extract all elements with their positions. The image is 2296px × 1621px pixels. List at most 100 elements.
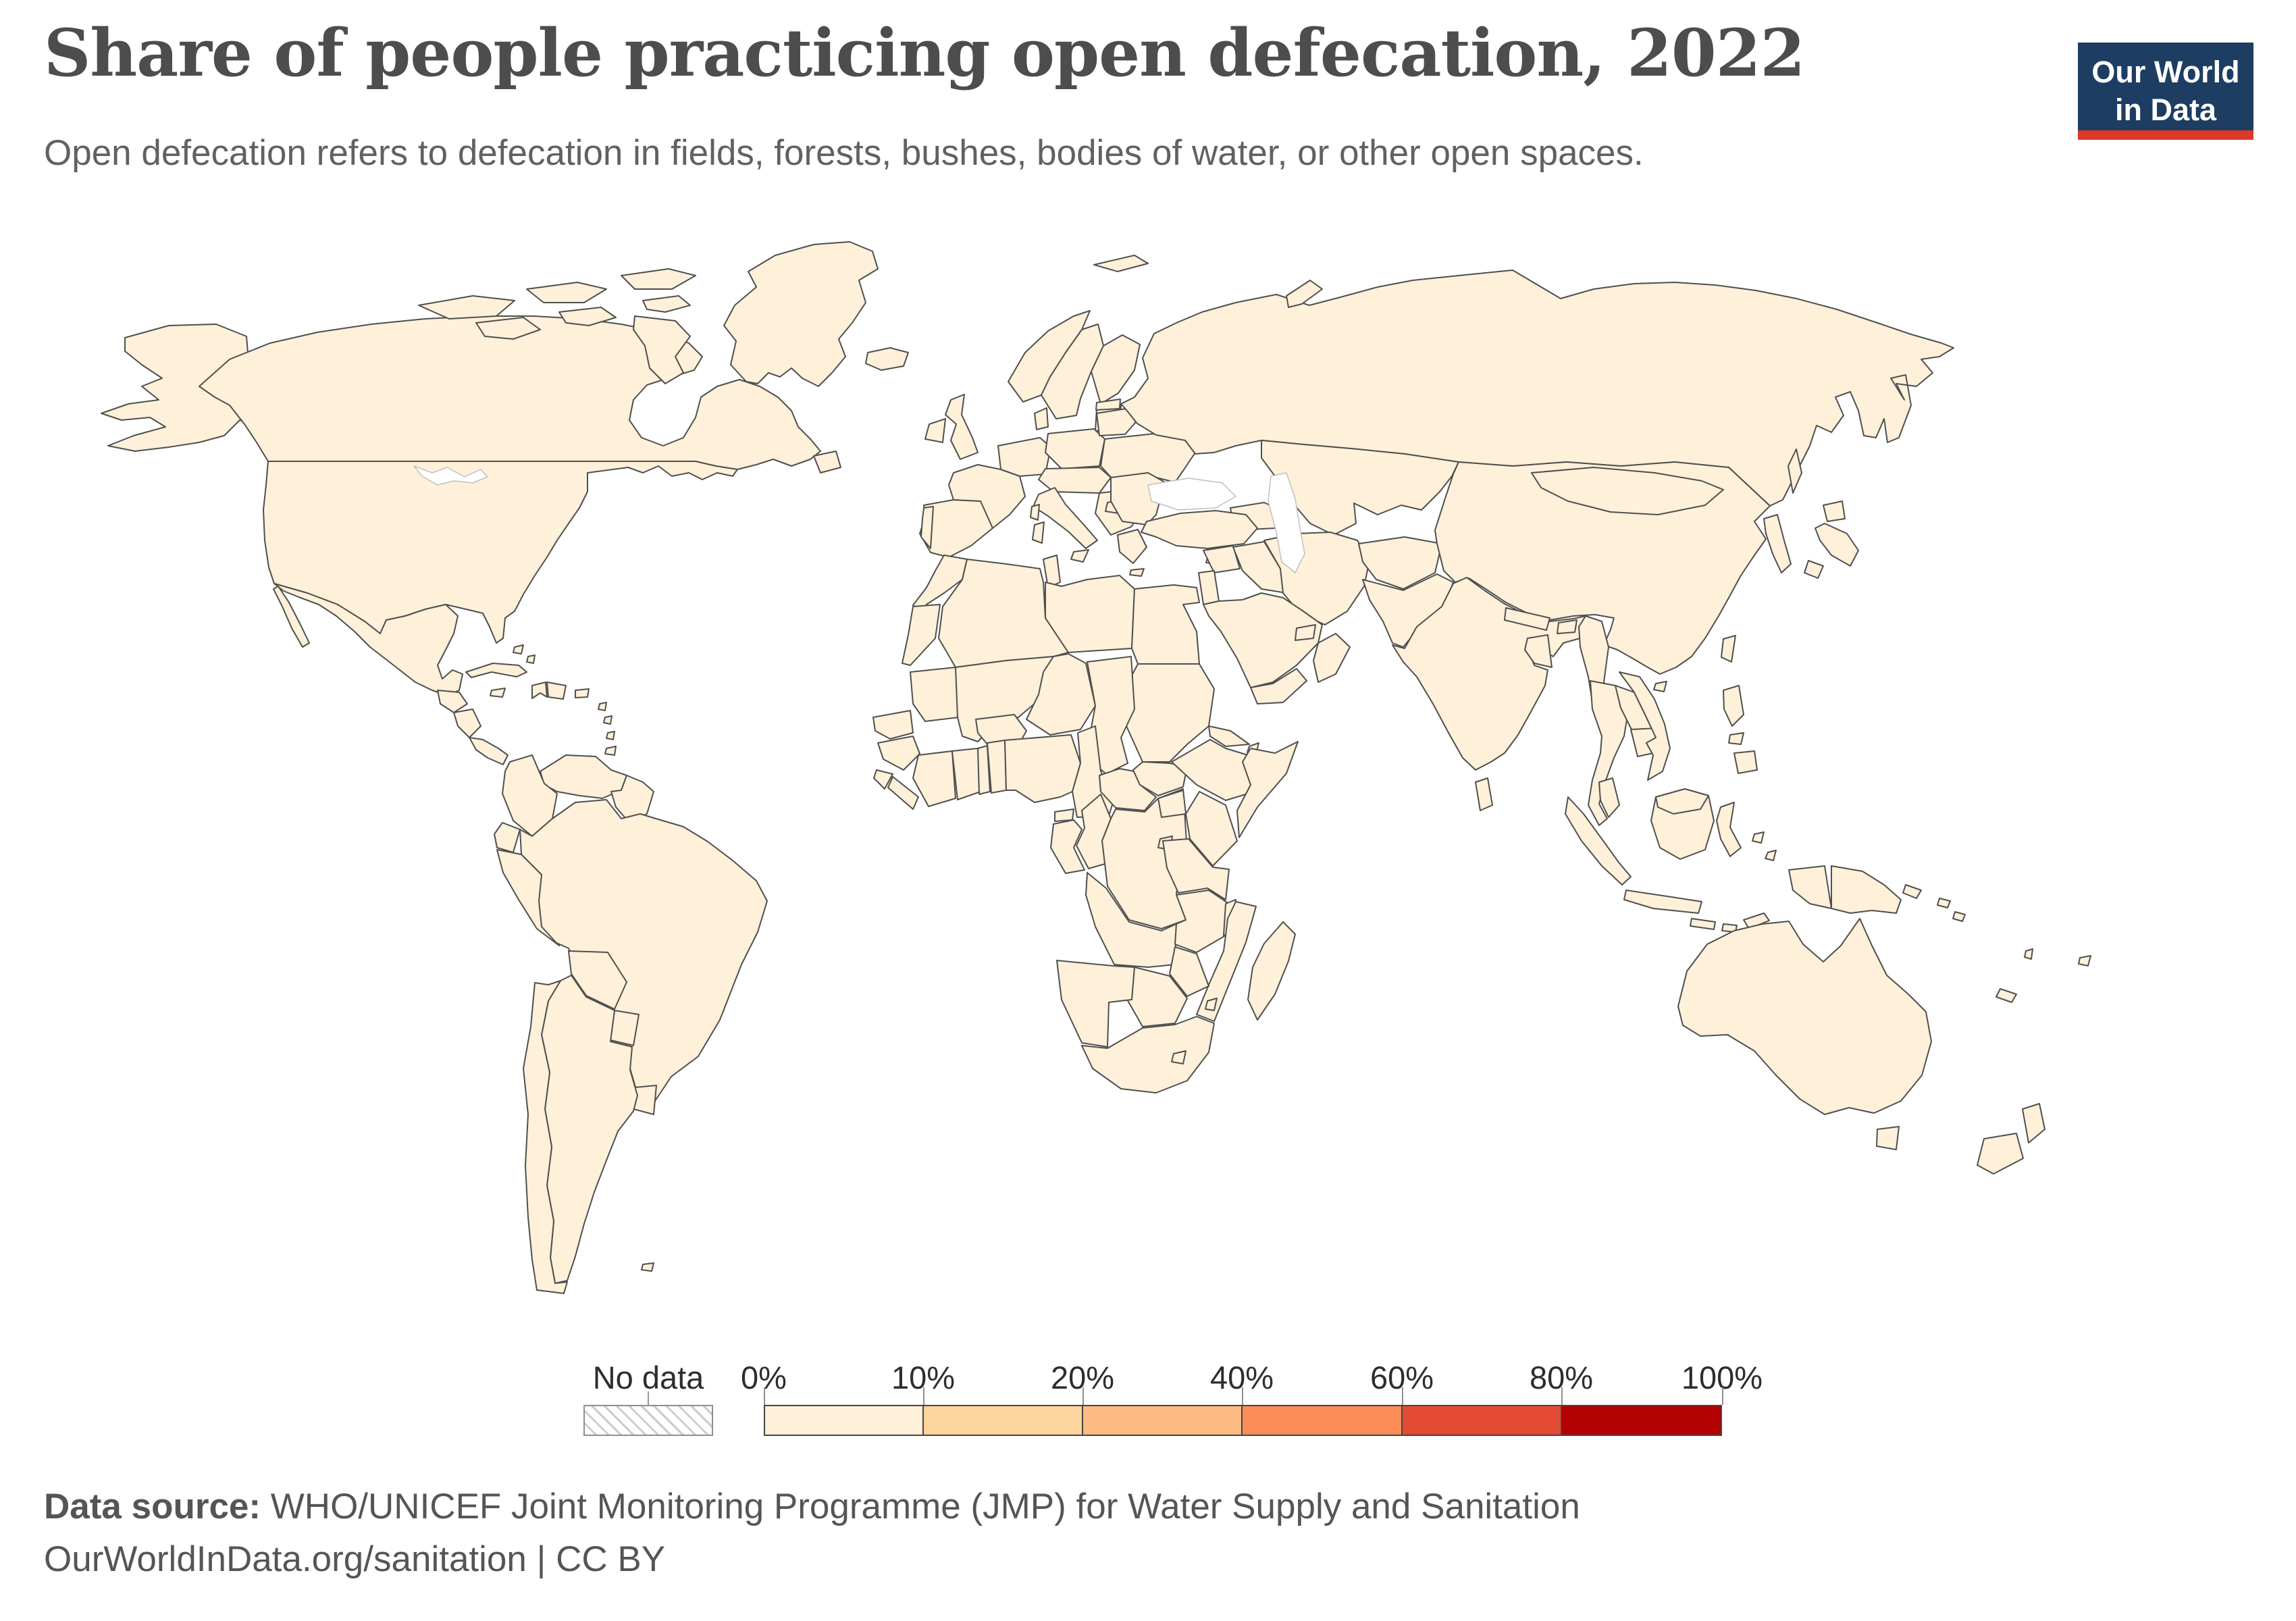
country-java[interactable] — [1623, 890, 1702, 914]
country-dominican-republic[interactable] — [546, 681, 567, 700]
country-solomon-islands[interactable] — [1937, 898, 1951, 908]
country-oman[interactable] — [1313, 633, 1351, 683]
country-japan-hokkaido[interactable] — [1823, 500, 1846, 522]
country-mexico-baja[interactable] — [273, 586, 310, 648]
country-hainan[interactable] — [1653, 681, 1667, 692]
country-greece[interactable] — [1117, 529, 1147, 564]
country-somalia[interactable] — [1236, 741, 1299, 838]
country-lesser-antilles[interactable] — [606, 731, 615, 740]
country-ecuador[interactable] — [494, 822, 521, 853]
country-japan-kyushu[interactable] — [1804, 560, 1824, 579]
country-bolivia[interactable] — [568, 950, 627, 1010]
country-united-states[interactable] — [263, 461, 738, 644]
country-united-kingdom[interactable] — [945, 394, 979, 460]
country-solomon-islands[interactable] — [1952, 911, 1966, 922]
country-new-zealand-south[interactable] — [1977, 1133, 2024, 1175]
country-ireland[interactable] — [924, 418, 946, 443]
country-yemen[interactable] — [1250, 668, 1307, 704]
country-germany[interactable] — [997, 437, 1051, 477]
country-trinidad[interactable] — [604, 746, 617, 756]
country-brazil[interactable] — [519, 799, 768, 1102]
country-moluccas[interactable] — [1765, 850, 1777, 861]
country-papua-new-guinea[interactable] — [1831, 865, 1902, 914]
country-sri-lanka[interactable] — [1475, 777, 1493, 811]
country-nepal[interactable] — [1504, 607, 1550, 631]
country-philippines-luzon[interactable] — [1723, 685, 1744, 727]
country-ghana[interactable] — [951, 748, 981, 800]
country-bahamas[interactable] — [526, 654, 536, 664]
country-niger[interactable] — [1026, 653, 1096, 736]
country-malaysia-borneo[interactable] — [1655, 788, 1709, 815]
country-crete[interactable] — [1129, 568, 1145, 577]
country-lesser-antilles[interactable] — [603, 715, 612, 725]
country-newfoundland[interactable] — [813, 451, 841, 473]
country-mexico[interactable] — [273, 583, 463, 696]
country-timor-leste[interactable] — [1743, 912, 1770, 929]
country-eritrea[interactable] — [1208, 725, 1250, 747]
country-nicaragua[interactable] — [453, 709, 481, 738]
country-moluccas[interactable] — [1752, 831, 1765, 844]
country-italy[interactable] — [1033, 487, 1098, 549]
country-zambia[interactable] — [1174, 890, 1230, 953]
legend-bin-0-10[interactable] — [764, 1405, 924, 1436]
country-falkland-islands[interactable] — [641, 1262, 654, 1272]
country-sulawesi[interactable] — [1716, 802, 1742, 857]
country-kenya[interactable] — [1185, 791, 1238, 867]
country-bhutan[interactable] — [1557, 619, 1577, 634]
country-fiji[interactable] — [2078, 955, 2091, 967]
country-bahamas[interactable] — [513, 644, 524, 654]
legend-bin-60-80[interactable] — [1401, 1405, 1562, 1436]
country-korea[interactable] — [1763, 514, 1792, 573]
country-malaysia-peninsula[interactable] — [1598, 777, 1620, 818]
country-portugal[interactable] — [920, 506, 934, 549]
country-australia[interactable] — [1677, 918, 1932, 1115]
country-chile[interactable] — [523, 980, 568, 1294]
country-lesotho[interactable] — [1171, 1050, 1186, 1064]
country-new-caledonia[interactable] — [1995, 988, 2017, 1003]
country-japan-honshu[interactable] — [1815, 523, 1859, 567]
country-cuba[interactable] — [465, 663, 527, 678]
country-arctic-island[interactable] — [558, 307, 617, 326]
country-equatorial-guinea[interactable] — [1054, 808, 1074, 822]
country-afghanistan[interactable] — [1358, 536, 1442, 590]
country-iceland[interactable] — [865, 347, 909, 371]
country-arctic-island[interactable] — [621, 268, 696, 290]
country-vanuatu[interactable] — [2024, 948, 2033, 960]
country-cote-divoire[interactable] — [912, 750, 956, 807]
country-france[interactable] — [948, 464, 1026, 529]
country-benin[interactable] — [987, 740, 1007, 794]
country-costarica-panama[interactable] — [469, 737, 508, 765]
legend-bin-40-60[interactable] — [1241, 1405, 1403, 1436]
country-togo[interactable] — [977, 745, 991, 795]
country-estonia[interactable] — [1095, 398, 1121, 411]
country-sierra-leone[interactable] — [873, 769, 893, 790]
country-guinea[interactable] — [877, 736, 920, 771]
country-western-sahara[interactable] — [902, 604, 941, 666]
country-paraguay[interactable] — [610, 1010, 640, 1046]
country-lesser-antilles[interactable] — [598, 702, 607, 711]
country-tunisia[interactable] — [1043, 555, 1061, 588]
legend-bin-80-100[interactable] — [1561, 1405, 1722, 1436]
country-liberia[interactable] — [887, 776, 919, 810]
country-eswatini[interactable] — [1205, 998, 1218, 1011]
country-central-african-republic[interactable] — [1099, 768, 1157, 811]
country-gabon[interactable] — [1050, 819, 1085, 874]
country-baffin-island[interactable] — [633, 315, 691, 384]
legend-bin-20-40[interactable] — [1082, 1405, 1243, 1436]
country-senegal[interactable] — [872, 710, 914, 740]
legend-bin-10-20[interactable] — [922, 1405, 1083, 1436]
country-vietnam[interactable] — [1619, 671, 1671, 781]
country-arctic-island[interactable] — [526, 282, 607, 303]
country-south-africa[interactable] — [1081, 1016, 1215, 1093]
country-sardinia[interactable] — [1032, 521, 1045, 544]
country-arctic-island[interactable] — [475, 317, 541, 340]
country-mongolia[interactable] — [1531, 467, 1724, 515]
country-taiwan[interactable] — [1721, 635, 1736, 663]
country-nigeria[interactable] — [1004, 734, 1081, 803]
country-finland[interactable] — [1091, 334, 1141, 405]
country-mozambique[interactable] — [1196, 901, 1257, 1022]
country-mauritania[interactable] — [910, 667, 960, 722]
country-sakhalin[interactable] — [1788, 448, 1802, 494]
country-levant[interactable] — [1198, 570, 1220, 605]
country-lesser-sunda[interactable] — [1690, 918, 1716, 930]
